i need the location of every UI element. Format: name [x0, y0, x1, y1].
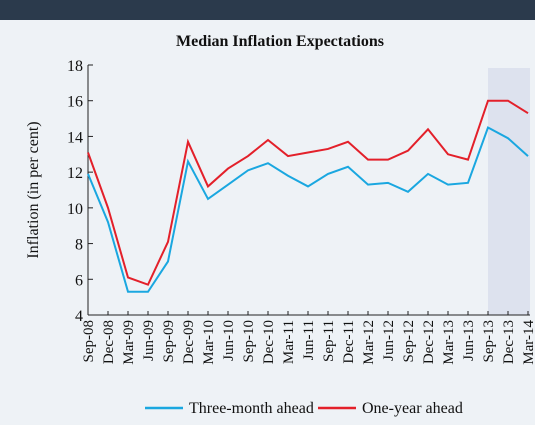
y-tick-label: 6: [75, 272, 83, 289]
x-tick-label: Dec-13: [501, 320, 517, 364]
x-tick-label: Dec-12: [421, 320, 437, 364]
y-tick-label: 14: [67, 129, 83, 146]
y-tick-label: 4: [75, 308, 83, 325]
x-tick-label: Jun-09: [141, 320, 157, 361]
x-tick-label: Mar-11: [281, 320, 297, 364]
x-tick-label: Mar-10: [201, 320, 217, 365]
x-tick-label: Dec-10: [261, 320, 277, 364]
chart-title: Median Inflation Expectations: [176, 33, 384, 50]
y-tick-label: 10: [67, 201, 83, 218]
legend-label: One-year ahead: [362, 400, 463, 417]
x-tick-label: Mar-14: [521, 320, 535, 365]
x-tick-label: Sep-10: [241, 320, 257, 363]
x-tick-label: Sep-08: [81, 320, 97, 363]
x-tick-label: Mar-09: [121, 320, 137, 365]
x-tick-label: Dec-09: [181, 320, 197, 364]
x-tick-label: Dec-11: [341, 320, 357, 364]
x-tick-label: Mar-12: [361, 320, 377, 365]
x-tick-label: Sep-12: [401, 320, 417, 363]
series-line: [87, 126, 529, 293]
x-tick-label: Jun-12: [381, 320, 397, 361]
y-tick-label: 12: [67, 165, 83, 182]
x-tick-label: Jun-10: [221, 320, 237, 361]
header-strip: [0, 0, 535, 20]
highlight-band: [488, 68, 530, 315]
legend-label: Three-month ahead: [189, 400, 314, 417]
x-tick-label: Dec-08: [101, 320, 117, 364]
y-tick-label: 16: [67, 94, 83, 111]
x-tick-label: Sep-13: [481, 320, 497, 363]
x-tick-label: Jun-11: [301, 320, 317, 360]
y-axis-label: Inflation (in per cent): [25, 121, 42, 258]
y-tick-label: 8: [75, 237, 83, 254]
x-tick-label: Mar-13: [441, 320, 457, 365]
y-tick-label: 18: [67, 58, 83, 75]
x-tick-label: Jun-13: [461, 320, 477, 361]
x-tick-label: Sep-11: [321, 320, 337, 362]
x-tick-label: Sep-09: [161, 320, 177, 363]
series-line: [87, 99, 529, 286]
